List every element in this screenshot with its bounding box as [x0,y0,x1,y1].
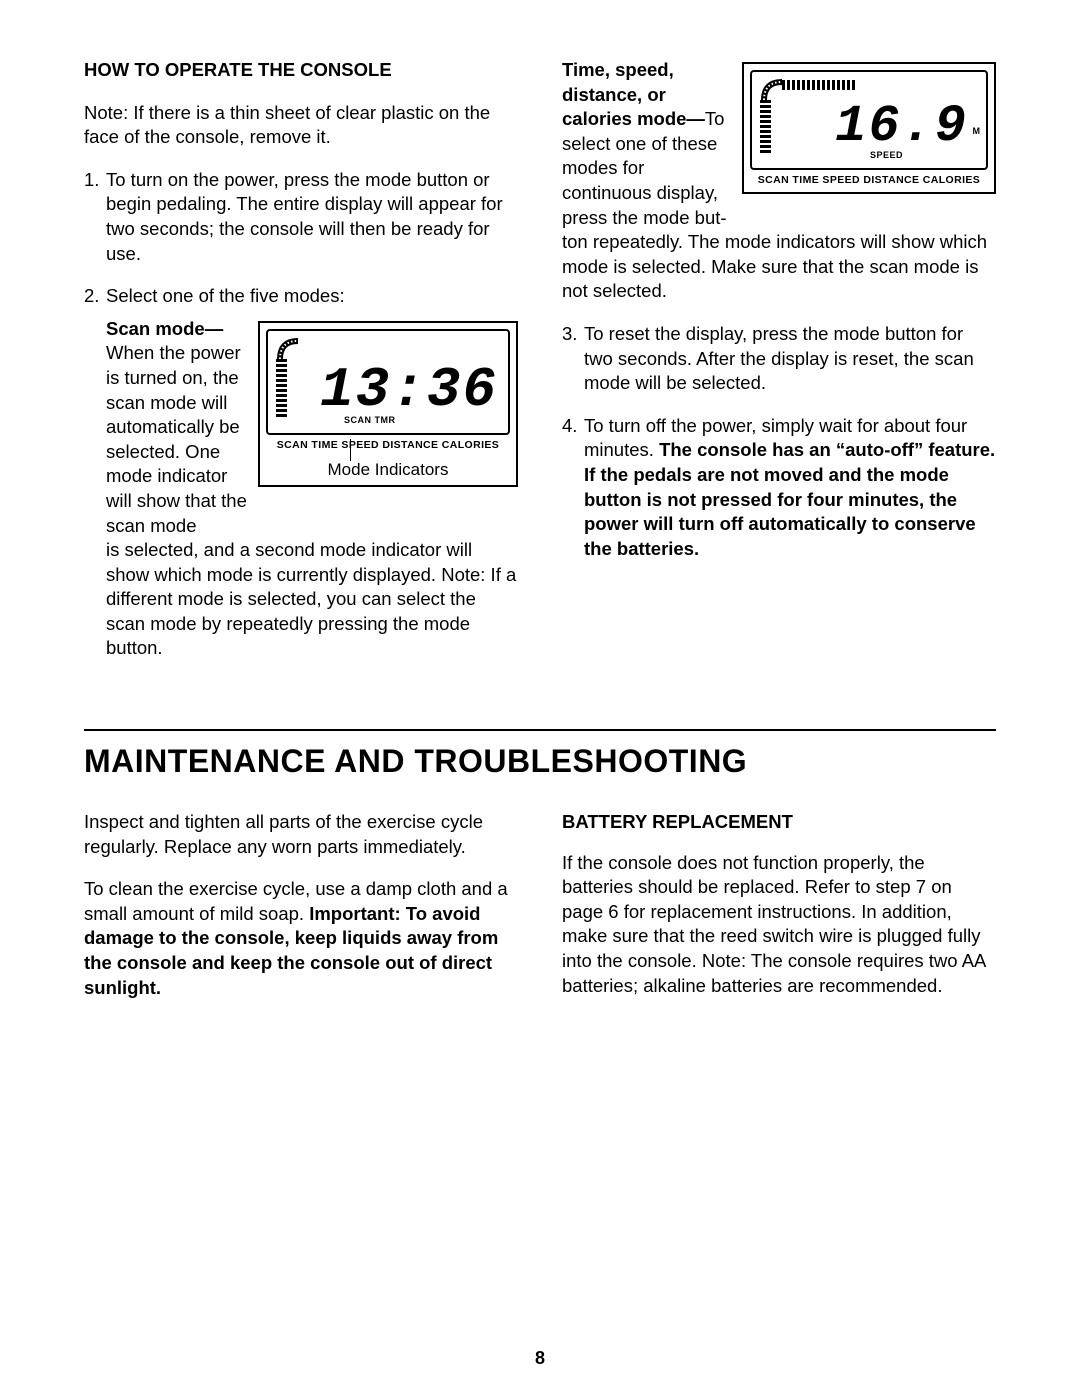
speed-lcd: 16.9 M SPEED [750,70,988,170]
page: HOW TO OPERATE THE CONSOLE Note: If ther… [0,0,1080,1397]
step-2-number: 2. [84,284,106,309]
step-4-number: 4. [562,414,584,562]
scan-mode-block: 13:36 SCAN TMR SCAN TIME SPEED DISTANCE … [84,317,518,661]
tsdc-label: Time, speed, distance, or calories mode— [562,59,705,129]
maintenance-columns: Inspect and tighten all parts of the exe… [84,810,996,1018]
tsdc-block: 16.9 M SPEED SCAN TIME SPEED DISTANCE CA… [562,58,996,304]
top-columns: HOW TO OPERATE THE CONSOLE Note: If ther… [84,58,996,661]
scan-indicator-row: SCAN TIME SPEED DISTANCE CALORIES [266,439,510,453]
arc-icon [760,78,784,102]
scan-mode-continuation: is selected, and a second mode indicator… [106,539,516,658]
page-number: 8 [0,1348,1080,1369]
scan-mode-label: Scan mode— [106,318,223,339]
step-3-number: 3. [562,322,584,396]
scan-lcd: 13:36 SCAN TMR [266,329,510,435]
pointer-line-icon [350,439,351,461]
speed-lcd-sublabel: SPEED [870,150,903,162]
speed-lcd-unit: M [973,126,981,138]
battery-heading: BATTERY REPLACEMENT [562,810,996,835]
maintenance-left: Inspect and tighten all parts of the exe… [84,810,518,1018]
inspect-text: Inspect and tighten all parts of the exe… [84,810,518,859]
step-1: 1. To turn on the power, press the mode … [84,168,518,266]
step-3-text: To reset the display, press the mode but… [584,322,996,396]
tsdc-continuation: ton repeatedly. The mode indicators will… [562,231,987,301]
scan-mode-figure: 13:36 SCAN TMR SCAN TIME SPEED DISTANCE … [258,321,518,488]
speed-indicator-row: SCAN TIME SPEED DISTANCE CALORIES [750,174,988,188]
arc-icon [276,337,300,361]
clean-text: To clean the exercise cycle, use a damp … [84,877,518,1000]
step-2: 2. Select one of the five modes: [84,284,518,309]
speed-figure: 16.9 M SPEED SCAN TIME SPEED DISTANCE CA… [742,62,996,194]
right-column: 16.9 M SPEED SCAN TIME SPEED DISTANCE CA… [562,58,996,661]
scan-mode-wrap-text: When the power is turned on, the scan mo… [106,342,247,535]
left-column: HOW TO OPERATE THE CONSOLE Note: If ther… [84,58,518,661]
step-4: 4. To turn off the power, simply wait fo… [562,414,996,562]
maintenance-right: BATTERY REPLACEMENT If the console does … [562,810,996,1018]
battery-text: If the console does not function properl… [562,851,996,999]
mode-indicators-caption: Mode Indicators [266,459,510,482]
maintenance-heading: MAINTENANCE AND TROUBLESHOOTING [84,743,996,780]
vertical-bar-icon [276,359,287,417]
vertical-bar-icon [760,100,771,153]
step-1-number: 1. [84,168,106,266]
scan-lcd-sublabel: SCAN TMR [344,415,396,427]
section-divider [84,729,996,731]
step-2-text: Select one of the five modes: [106,284,518,309]
mode-indicators-caption-text: Mode Indicators [328,460,449,479]
step-3: 3. To reset the display, press the mode … [562,322,996,396]
step-1-text: To turn on the power, press the mode but… [106,168,518,266]
operate-console-heading: HOW TO OPERATE THE CONSOLE [84,58,518,83]
plastic-note: Note: If there is a thin sheet of clear … [84,101,518,150]
horizontal-bar-icon [782,80,855,90]
step-4-text: To turn off the power, simply wait for a… [584,414,996,562]
